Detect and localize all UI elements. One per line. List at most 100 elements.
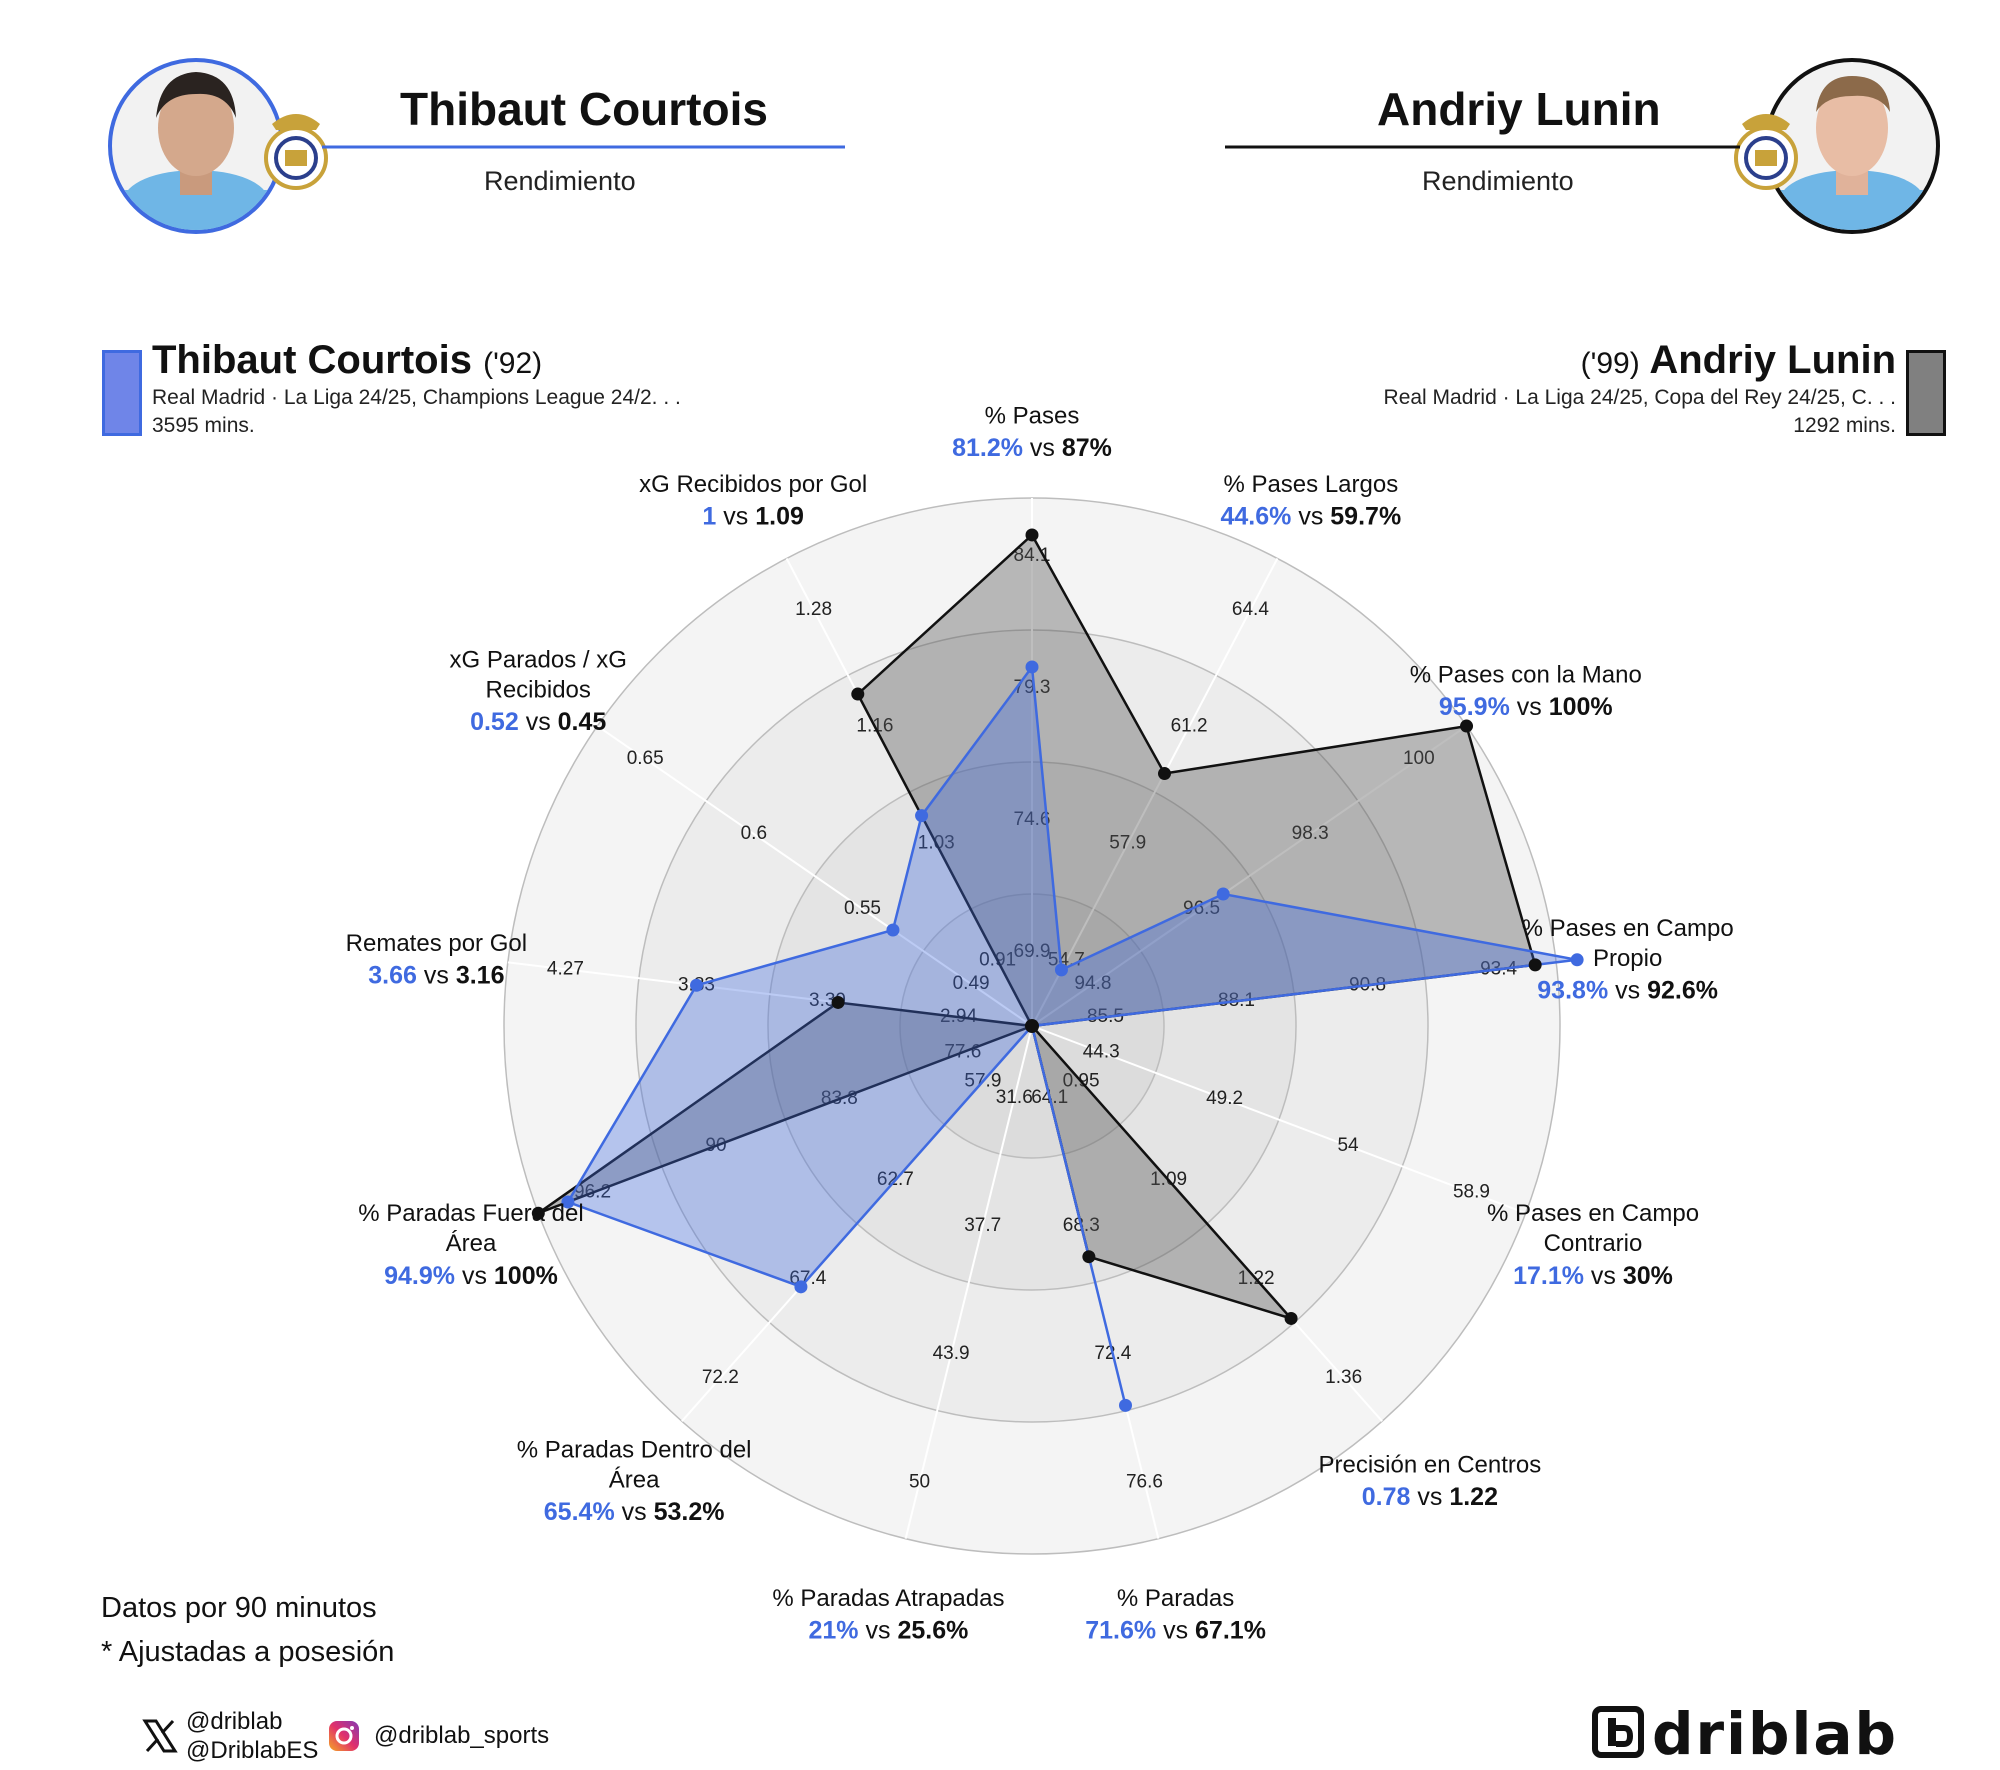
radar-tick-label: 1.28 (795, 599, 832, 620)
radar-tick-label: 0.65 (627, 748, 664, 769)
radar-axis-values: 1 vs 1.09 (702, 502, 803, 530)
header-graphics (108, 58, 1940, 234)
real-madrid-crest-icon (264, 114, 328, 190)
series-point-lunin (1460, 719, 1474, 733)
value-vs: vs (1584, 1261, 1623, 1289)
value-vs: vs (615, 1498, 654, 1526)
radar-spoke (1031, 558, 1279, 1027)
value-lunin: 1.22 (1449, 1483, 1498, 1511)
radar-axis-values: 93.8% vs 92.6% (1537, 976, 1718, 1004)
radar-tick-label: 76.6 (1126, 1471, 1163, 1492)
radar-axis-label: % Pases Largos (1223, 471, 1398, 498)
driblab-logo-icon (1592, 1706, 1644, 1758)
radar-tick-label: 58.9 (1453, 1182, 1490, 1203)
value-courtois: 71.6% (1085, 1616, 1156, 1644)
value-lunin: 59.7% (1330, 502, 1401, 530)
series-point-courtois (915, 809, 929, 823)
value-vs: vs (716, 502, 755, 530)
value-courtois: 3.66 (368, 961, 417, 989)
value-courtois: 21% (808, 1616, 858, 1644)
value-vs: vs (1291, 502, 1330, 530)
radar-axis-values: 81.2% vs 87% (952, 434, 1112, 462)
radar-tick-label: 4.27 (547, 958, 584, 979)
radar-tick-label: 1.36 (1325, 1367, 1362, 1388)
legend-name-lunin: ('99) Andriy Lunin (1581, 338, 1896, 383)
radar-tick-label: 0.55 (844, 898, 881, 919)
value-courtois: 95.9% (1439, 693, 1510, 721)
legend-year-lunin: ('99) (1580, 347, 1640, 380)
value-lunin: 100% (494, 1261, 558, 1289)
radar-axis-values: 0.78 vs 1.22 (1362, 1483, 1498, 1511)
series-point-courtois (1054, 963, 1068, 977)
value-vs: vs (455, 1261, 494, 1289)
twitter-handle-2: @DriblabES (186, 1737, 319, 1764)
radar-tick-label: 57.9 (1109, 833, 1146, 854)
value-lunin: 87% (1062, 434, 1112, 462)
value-vs: vs (1510, 693, 1549, 721)
right-header-name: Andriy Lunin (1377, 83, 1661, 135)
legend-name-courtois: Thibaut Courtois ('92) (152, 338, 542, 383)
value-lunin: 1.09 (755, 502, 804, 530)
radar-center-point (1025, 1019, 1039, 1033)
radar-tick-label: 0.49 (953, 973, 990, 994)
radar-tick-label: 31.6 (996, 1087, 1033, 1108)
series-point-lunin (1082, 1250, 1096, 1264)
legend-year-courtois: ('92) (483, 347, 543, 380)
series-point-lunin (1158, 767, 1172, 781)
series-point-lunin (831, 995, 845, 1009)
radar-spoke (904, 1025, 1033, 1539)
legend-minutes-lunin: 1292 mins. (1793, 414, 1896, 437)
radar-tick-label: 64.4 (1232, 599, 1269, 620)
radar-axis-label: Área (446, 1230, 497, 1257)
value-lunin: 67.1% (1195, 1616, 1266, 1644)
series-point-courtois (1025, 660, 1039, 674)
legend-swatch-courtois (102, 350, 142, 436)
lunin-photo-icon (1764, 58, 1940, 234)
series-point-courtois (794, 1280, 808, 1294)
value-courtois: 17.1% (1513, 1261, 1584, 1289)
instagram-handle: @driblab_sports (374, 1722, 550, 1749)
legend-name-lunin-text: Andriy Lunin (1649, 338, 1896, 382)
radar-spoke (596, 725, 1033, 1027)
radar-axis-values: 21% vs 25.6% (808, 1616, 968, 1644)
radar-tick-label: 61.2 (1171, 716, 1208, 737)
radar-axis-label: % Pases en Campo (1487, 1200, 1699, 1227)
legend-info-lunin: Real Madrid · La Liga 24/25, Copa del Re… (1383, 386, 1896, 409)
radar-tick-label: 50 (909, 1471, 930, 1492)
radar-tick-label: 49.2 (1206, 1088, 1243, 1109)
series-point-lunin (1528, 958, 1542, 972)
radar-axis-label: Propio (1593, 945, 1662, 972)
radar-tick-label: 94.8 (1074, 973, 1111, 994)
radar-axis-label: % Paradas Fuera del (358, 1200, 583, 1227)
radar-tick-label: 100 (1403, 748, 1435, 769)
radar-axis-label: % Paradas (1117, 1585, 1234, 1612)
radar-spoke (1031, 725, 1468, 1027)
radar-axis-values: 65.4% vs 53.2% (544, 1498, 725, 1526)
radar-axis-values: 71.6% vs 67.1% (1085, 1616, 1266, 1644)
radar-tick-label: 43.9 (933, 1343, 970, 1364)
series-point-lunin (1025, 528, 1039, 542)
courtois-photo-icon (108, 58, 284, 234)
radar-axis-values: 44.6% vs 59.7% (1220, 502, 1401, 530)
radar-axis-label: % Paradas Atrapadas (772, 1585, 1004, 1612)
x-logo-icon (142, 1719, 178, 1753)
value-lunin: 30% (1623, 1261, 1673, 1289)
value-courtois: 65.4% (544, 1498, 615, 1526)
value-vs: vs (1023, 434, 1062, 462)
value-vs: vs (1608, 976, 1647, 1004)
legend-minutes-courtois: 3595 mins. (152, 414, 255, 437)
radar-axis-label: % Pases en Campo (1522, 915, 1734, 942)
value-courtois: 0.52 (470, 708, 519, 736)
legend-swatch-lunin (1906, 350, 1946, 436)
legend-name-courtois-text: Thibaut Courtois (152, 338, 472, 382)
twitter-handle-1: @driblab (186, 1708, 283, 1735)
radar-tick-label: 54 (1337, 1135, 1359, 1156)
value-vs: vs (1156, 1616, 1195, 1644)
radar-axis-label: xG Parados / xG (450, 647, 627, 674)
radar-axis-label: % Paradas Dentro del (517, 1436, 752, 1463)
instagram-icon (329, 1721, 359, 1751)
radar-axis-label: Precisión en Centros (1318, 1451, 1541, 1478)
value-lunin: 92.6% (1647, 976, 1718, 1004)
value-courtois: 93.8% (1537, 976, 1608, 1004)
